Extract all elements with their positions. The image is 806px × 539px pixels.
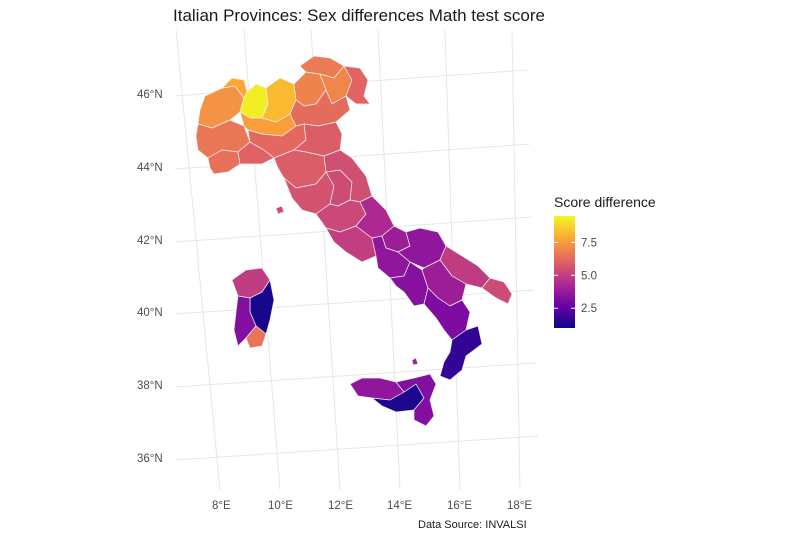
lon-label: 18°E [507,500,532,512]
lat-label: 42°N [137,235,163,247]
legend-tick-label: 2.5 [581,303,597,315]
legend-colorbar [554,216,575,328]
region-calabria-south [439,325,483,381]
region-islands-south [411,357,419,366]
legend-title: Score difference [554,194,656,210]
chart-title: Italian Provinces: Sex differences Math … [173,6,545,25]
region-sardinia-southtip [245,325,267,349]
lat-label: 46°N [137,89,163,101]
region-calabria-north [423,287,471,341]
lon-label: 12°E [328,500,353,512]
lon-axis-labels: 8°E 10°E 12°E 14°E 16°E 18°E [212,500,532,512]
lat-label: 38°N [137,380,163,392]
data-source-caption: Data Source: INVALSI [418,519,527,531]
provinces [195,55,513,427]
legend-tick-label: 7.5 [581,237,597,249]
lat-label: 44°N [137,162,163,174]
lat-label: 40°N [137,307,163,319]
region-elba [275,205,285,215]
region-sicily-east [395,373,437,427]
legend: Score difference 7.5 5.0 2.5 [554,194,656,328]
region-piemonte-north [197,85,245,129]
legend-ticks: 7.5 5.0 2.5 [554,237,597,315]
region-liguria-west [207,149,241,175]
lon-label: 14°E [387,500,412,512]
lon-label: 8°E [212,500,231,512]
legend-tick-label: 5.0 [581,270,597,282]
region-puglia-salento [481,277,513,305]
lat-axis-labels: 46°N 44°N 42°N 40°N 38°N 36°N [137,89,163,465]
lat-label: 36°N [137,453,163,465]
region-friuli [343,65,371,105]
lon-label: 16°E [447,500,472,512]
lon-label: 10°E [268,500,293,512]
graticule [174,29,539,491]
